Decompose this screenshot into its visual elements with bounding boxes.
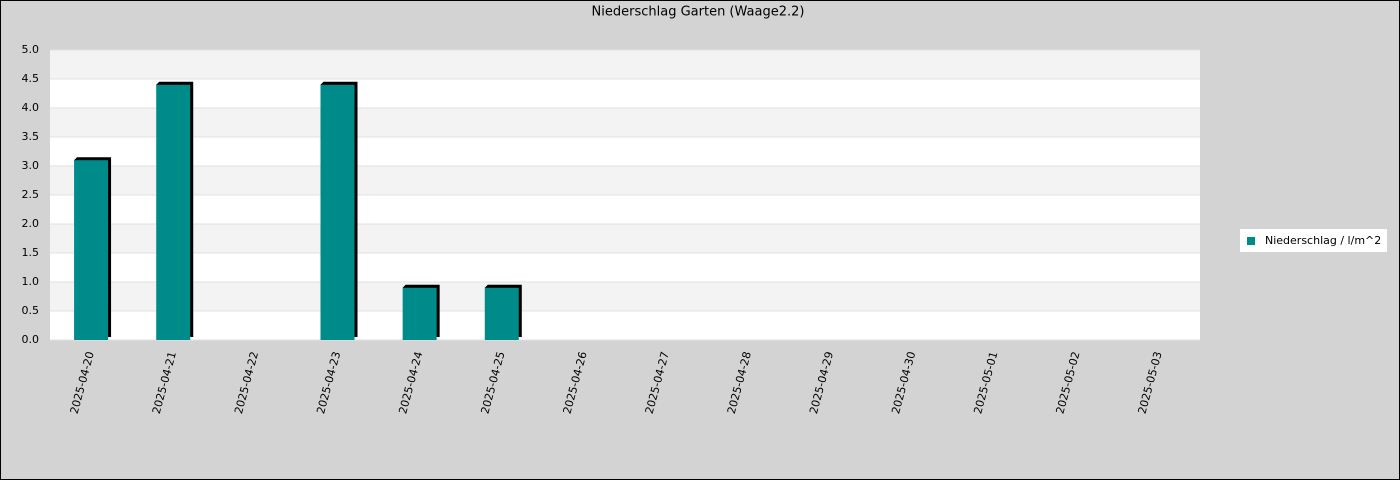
legend-label: Niederschlag / l/m^2 [1265,234,1381,247]
y-tick-label: 4.5 [22,72,40,85]
y-tick-label: 1.5 [22,246,40,259]
grid-band [50,108,1200,137]
y-tick-label: 0.5 [22,304,40,317]
bar-face [484,287,519,340]
grid-band [50,166,1200,195]
bar-face [74,160,109,340]
bar [484,284,522,340]
grid-band [50,50,1200,79]
y-tick-label: 2.5 [22,188,40,201]
legend-swatch [1247,237,1255,245]
bar [402,284,440,340]
bar [74,157,112,340]
bar [320,81,358,340]
chart-title: Niederschlag Garten (Waage2.2) [592,5,805,20]
bar-face [402,287,437,340]
y-tick-label: 4.0 [22,101,40,114]
y-tick-label: 2.0 [22,217,40,230]
y-tick-label: 3.5 [22,130,40,143]
y-tick-label: 5.0 [22,43,40,56]
grid-band [50,282,1200,311]
bar-face [156,84,191,340]
bar-face [320,84,355,340]
grid-band [50,224,1200,253]
y-tick-label: 3.0 [22,159,40,172]
bar [156,81,194,340]
y-tick-label: 1.0 [22,275,40,288]
legend-box [1240,229,1387,252]
y-tick-label: 0.0 [22,333,40,346]
